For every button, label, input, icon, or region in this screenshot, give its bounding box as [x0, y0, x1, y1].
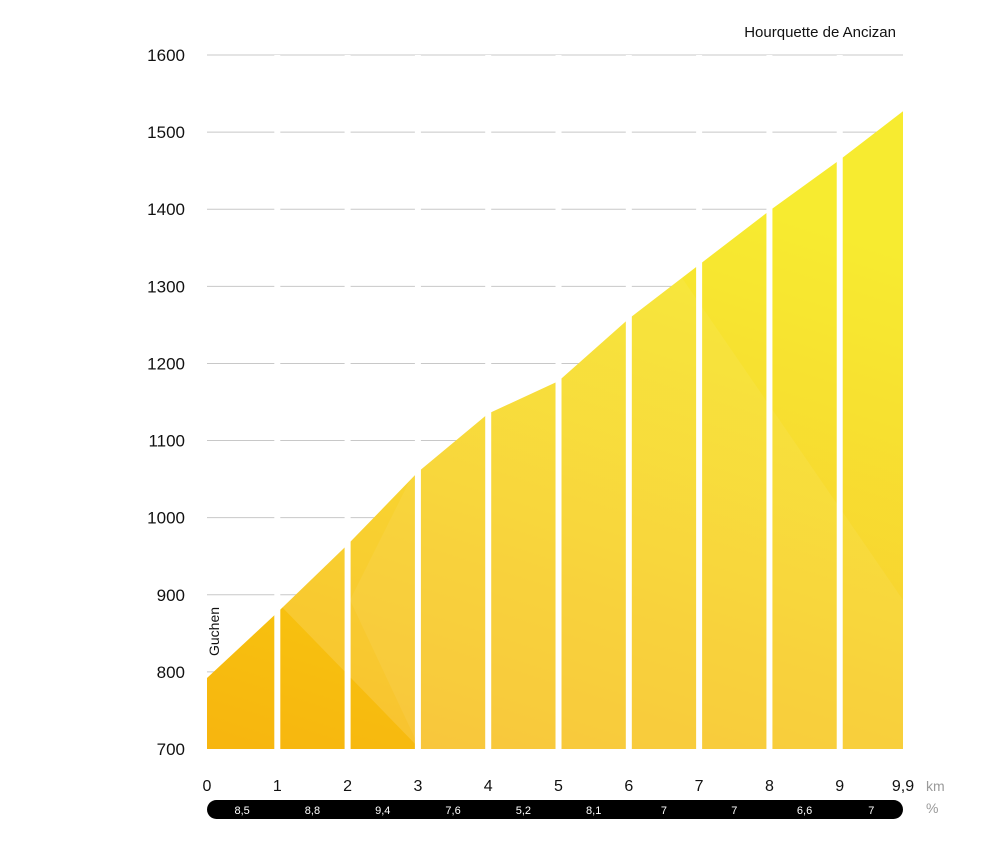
gradient-label: 8,8 — [305, 805, 320, 817]
x-unit-label: km — [926, 778, 945, 794]
km-separator — [696, 55, 703, 750]
y-tick-label: 900 — [157, 586, 185, 605]
km-separators — [274, 55, 843, 750]
y-tick-label: 700 — [157, 740, 185, 759]
x-tick-label: 5 — [554, 778, 563, 795]
km-separator — [766, 55, 773, 750]
km-separator — [344, 55, 351, 750]
gradient-label: 7,6 — [445, 805, 460, 817]
gradient-label: 5,2 — [516, 805, 531, 817]
sheen-band — [280, 111, 903, 749]
x-tick-label: 9 — [835, 778, 844, 795]
start-label: Guchen — [206, 607, 222, 656]
x-tick-label: 7 — [695, 778, 704, 795]
x-axis-ticks: 0 1 2 3 4 5 6 7 8 9 9,9 — [203, 778, 915, 795]
km-separator — [625, 55, 632, 750]
y-tick-label: 1000 — [147, 509, 185, 528]
gradient-label: 9,4 — [375, 805, 390, 817]
x-tick-label: 2 — [343, 778, 352, 795]
gradient-label: 6,6 — [797, 805, 812, 817]
km-separator — [836, 55, 843, 750]
km-separator — [274, 55, 281, 750]
summit-label: Hourquette de Ancizan — [744, 24, 896, 41]
gradient-label: 8,5 — [235, 805, 250, 817]
x-tick-label: 1 — [273, 778, 282, 795]
y-axis-ticks: 700 800 900 1000 1100 1200 1300 1400 1500 1600 — [147, 46, 185, 759]
km-separator — [485, 55, 492, 750]
x-tick-label: 0 — [203, 778, 212, 795]
x-tick-label: 6 — [624, 778, 633, 795]
y-tick-label: 1600 — [147, 46, 185, 65]
profile-area — [207, 111, 903, 749]
y-tick-label: 1500 — [147, 123, 185, 142]
gradient-bar: 8,5 8,8 9,4 7,6 5,2 8,1 7 7 6,6 7 — [207, 800, 903, 819]
km-separator — [414, 55, 421, 750]
km-separator — [555, 55, 562, 750]
y-tick-label: 1400 — [147, 200, 185, 219]
y-tick-label: 1100 — [148, 432, 185, 451]
y-tick-label: 800 — [157, 663, 185, 682]
gradient-bar-track — [207, 800, 903, 819]
gradient-label: 7 — [868, 805, 874, 817]
gradient-label: 8,1 — [586, 805, 601, 817]
gradient-unit-label: % — [926, 800, 938, 816]
y-tick-label: 1300 — [147, 277, 185, 296]
gradient-label: 7 — [661, 805, 667, 817]
y-tick-label: 1200 — [147, 354, 185, 373]
x-tick-label: 4 — [484, 778, 493, 795]
profile-fill — [207, 111, 903, 749]
x-tick-label: 3 — [413, 778, 422, 795]
x-tick-label: 8 — [765, 778, 774, 795]
gradient-label: 7 — [731, 805, 737, 817]
x-tick-label: 9,9 — [892, 778, 914, 795]
